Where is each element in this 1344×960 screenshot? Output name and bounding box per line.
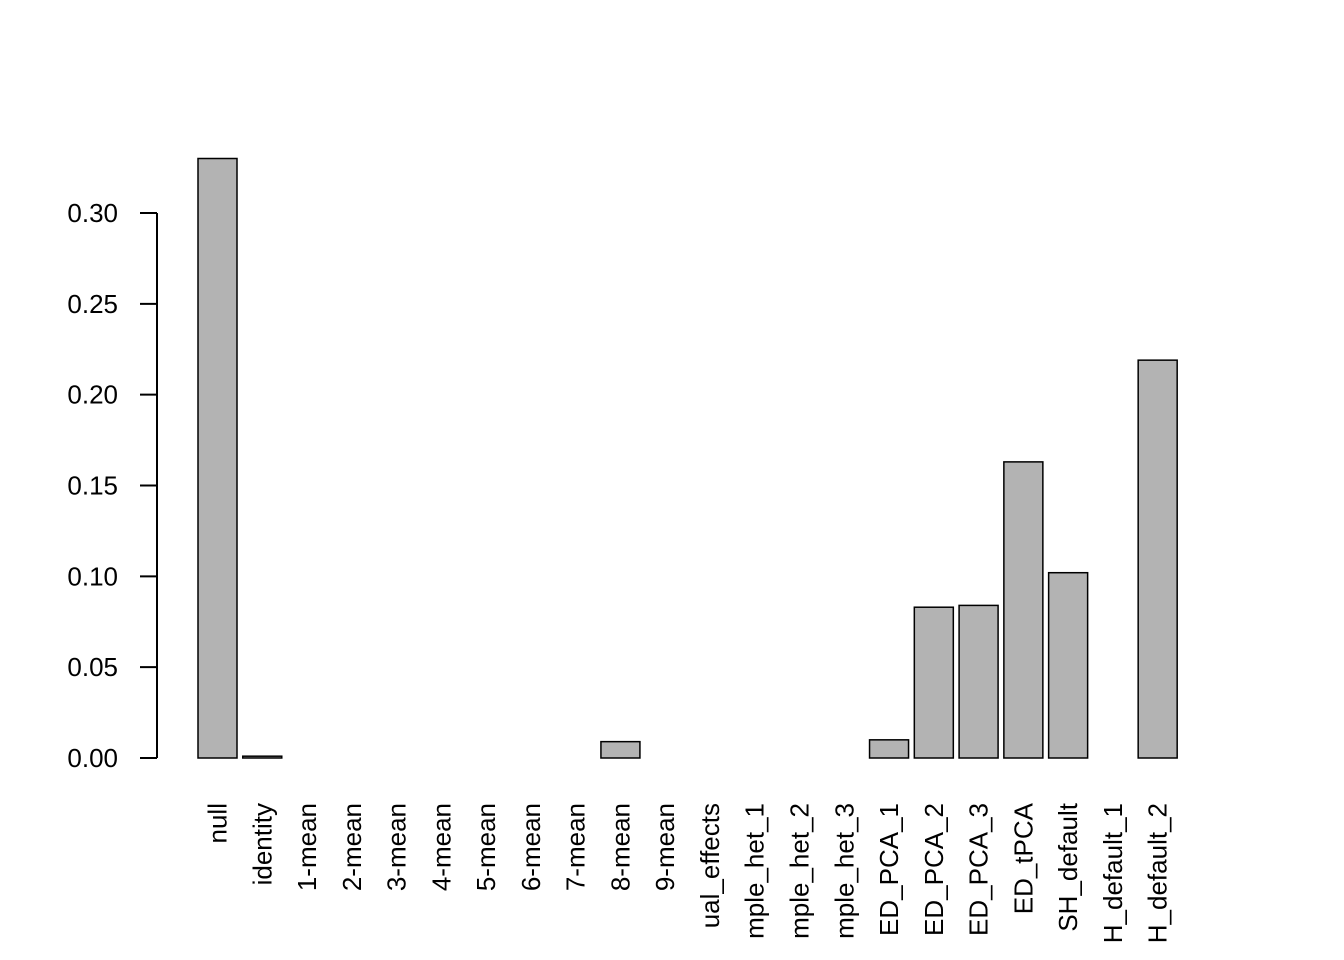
y-tick-label: 0.10 (67, 561, 118, 591)
x-tick-label: null (203, 803, 233, 843)
bar (242, 755, 283, 759)
x-tick-label: 2-mean (337, 803, 367, 891)
y-tick-label: 0.25 (67, 289, 118, 319)
x-tick-label: 4-mean (426, 803, 456, 891)
x-tick-label: mple_het_2 (785, 803, 815, 939)
bar (1047, 571, 1089, 759)
x-tick-label: ED_tPCA (1008, 802, 1038, 914)
x-tick-label: 7-mean (561, 803, 591, 891)
bar (913, 606, 955, 759)
x-tick-label: 5-mean (471, 803, 501, 891)
bar (868, 739, 910, 759)
x-tick-label: mple_het_1 (740, 803, 770, 939)
bar (958, 604, 999, 759)
bar (600, 740, 641, 759)
x-tick-label: H_default_1 (1098, 803, 1128, 943)
x-tick-label: identity (247, 803, 277, 885)
bar (197, 157, 238, 759)
x-tick-label: ED_PCA_1 (874, 803, 904, 936)
x-tick-label: mple_het_3 (829, 803, 859, 939)
y-tick-label: 0.15 (67, 471, 118, 501)
x-tick-label: 9-mean (650, 803, 680, 891)
x-tick-label: ED_PCA_3 (964, 803, 994, 936)
y-tick-label: 0.30 (67, 198, 118, 228)
bar (1003, 461, 1044, 759)
x-tick-label: 6-mean (516, 803, 546, 891)
x-tick-label: SH_default (1053, 802, 1083, 931)
x-tick-label: 3-mean (382, 803, 412, 891)
x-tick-label: 8-mean (605, 803, 635, 891)
bar (1137, 359, 1178, 759)
y-tick-label: 0.20 (67, 380, 118, 410)
x-tick-label: ual_effects (695, 803, 725, 928)
y-tick-label: 0.00 (67, 743, 118, 773)
x-tick-label: 1-mean (292, 803, 322, 891)
y-tick-label: 0.05 (67, 652, 118, 682)
x-tick-label: ED_PCA_2 (919, 803, 949, 936)
x-tick-label: H_default_2 (1143, 803, 1173, 943)
